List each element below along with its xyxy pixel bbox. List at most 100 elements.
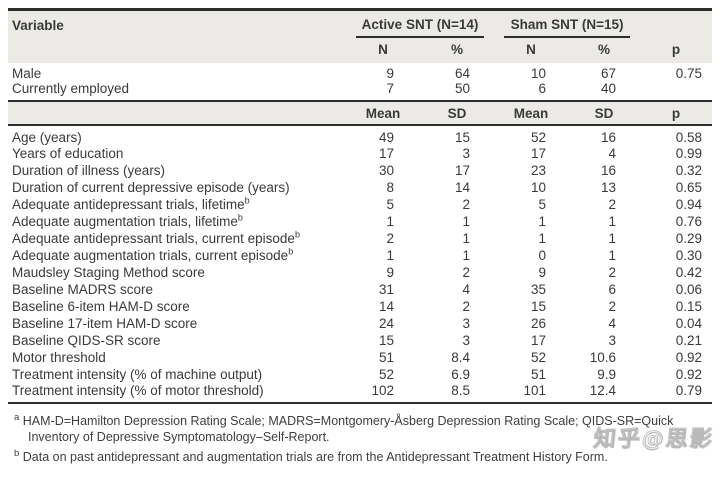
value-cell: 15	[454, 130, 471, 145]
value-cell: 1	[538, 231, 547, 246]
value-cell: 8	[386, 180, 394, 195]
table-row: Baseline 17-item HAM-D score 24 3 26 4 0.04	[8, 315, 712, 332]
value-cell: 13	[600, 180, 617, 195]
p-value-cell: 0.92	[675, 350, 703, 365]
value-cell: 9	[386, 66, 394, 81]
p-value-cell: 0.42	[675, 265, 703, 280]
table-header: Variable Active SNT (N=14) Sham SNT (N=1…	[8, 9, 713, 63]
value-cell: 1	[462, 214, 471, 229]
row-label: Adequate antidepressant trials, current …	[12, 229, 300, 246]
footnote-b-text: Data on past antidepressant and augmenta…	[22, 449, 608, 464]
p-value-cell: 0.79	[675, 383, 703, 398]
value-cell: 26	[530, 316, 547, 331]
p-value-header-2: p	[640, 100, 713, 126]
page: Variable Active SNT (N=14) Sham SNT (N=1…	[8, 8, 716, 465]
table-row: Adequate antidepressant trials, current …	[8, 230, 712, 247]
value-cell: 9.9	[597, 367, 617, 382]
group-header-row: Variable Active SNT (N=14) Sham SNT (N=1…	[8, 9, 713, 38]
value-cell: 4	[608, 146, 617, 161]
p-value-cell: 0.99	[675, 146, 703, 161]
table-row: Male 9 64 10 67 0.75	[8, 63, 712, 81]
value-cell: 3	[462, 146, 471, 161]
row-label: Treatment intensity (% of motor threshol…	[12, 383, 264, 398]
row-label: Treatment intensity (% of machine output…	[12, 367, 263, 382]
value-cell: 16	[600, 130, 617, 145]
p-value-cell: 0.92	[675, 367, 703, 382]
row-label: Adequate augmentation trials, current ep…	[12, 246, 294, 263]
value-cell: 51	[530, 367, 547, 382]
row-label: Baseline 6-item HAM-D score	[12, 299, 190, 314]
table-row: Adequate antidepressant trials, lifetime…	[8, 196, 712, 213]
row-label: Adequate augmentation trials, lifetimeb	[12, 212, 243, 229]
footnote-b-marker: b	[14, 447, 20, 459]
footnote-b: b Data on past antidepressant and augmen…	[14, 448, 714, 465]
value-cell: 101	[523, 383, 547, 398]
row-label: Baseline QIDS-SR score	[12, 333, 161, 348]
value-cell: 6	[608, 282, 617, 297]
footnote-a-marker: a	[14, 412, 20, 423]
p-value-cell: 0.21	[675, 333, 703, 348]
value-cell: 17	[454, 163, 471, 178]
row-label: Duration of illness (years)	[12, 163, 166, 178]
table-row: Age (years) 49 15 52 16 0.58	[8, 125, 712, 145]
value-cell: 67	[600, 66, 617, 81]
value-cell: 1	[608, 214, 617, 229]
p-value-cell: 0.29	[675, 231, 703, 246]
table-row: Baseline MADRS score 31 4 35 6 0.06	[8, 281, 712, 298]
value-cell: 40	[600, 81, 617, 96]
value-cell: 16	[600, 163, 617, 178]
table-row: Years of education 17 3 17 4 0.99	[8, 145, 712, 162]
p-value-cell: 0.06	[675, 282, 703, 297]
footnotes: a HAM-D=Hamilton Depression Rating Scale…	[8, 404, 712, 465]
p-value-cell: 0.32	[675, 163, 703, 178]
p-value-cell: 0.76	[675, 214, 703, 229]
footnote-marker: b	[244, 195, 250, 206]
value-cell: 2	[462, 197, 471, 212]
row-label: Maudsley Staging Method score	[12, 265, 205, 280]
value-cell: 12.4	[589, 383, 617, 398]
mean-subheader-row: Mean SD Mean SD p	[8, 100, 713, 126]
p-value-cell	[640, 81, 712, 101]
value-cell: 1	[538, 214, 547, 229]
p-value-cell: 0.15	[675, 299, 703, 314]
p-value-cell: 0.58	[675, 130, 703, 145]
value-cell: 5	[538, 197, 547, 212]
value-cell: 3	[462, 316, 471, 331]
table-row: Maudsley Staging Method score 9 2 9 2 0.42	[8, 264, 712, 281]
row-label: Age (years)	[12, 130, 82, 145]
p-value-cell: 0.30	[675, 248, 703, 263]
value-cell: 31	[378, 282, 394, 297]
table-row: Treatment intensity (% of motor threshol…	[8, 383, 712, 403]
p-value-cell: 0.75	[675, 66, 703, 81]
sham-pct-header: %	[598, 42, 611, 57]
p-value-cell: 0.65	[675, 180, 703, 195]
value-cell: 1	[386, 248, 394, 263]
active-mean-header: Mean	[346, 100, 420, 126]
value-cell: 6	[538, 81, 547, 96]
p-value-cell: 0.94	[675, 197, 703, 212]
active-pct-header: %	[451, 42, 464, 57]
table-row: Currently employed 7 50 6 40	[8, 81, 712, 101]
row-label: Baseline 17-item HAM-D score	[12, 316, 198, 331]
value-cell: 10.6	[589, 350, 617, 365]
value-cell: 10	[530, 66, 547, 81]
value-cell: 51	[378, 350, 394, 365]
footnote-marker: b	[288, 246, 294, 257]
value-cell: 2	[462, 299, 471, 314]
value-cell: 35	[530, 282, 547, 297]
footnote-marker: b	[237, 212, 243, 223]
demographics-table: Variable Active SNT (N=14) Sham SNT (N=1…	[8, 8, 713, 404]
active-n-header: N	[378, 42, 388, 57]
footnote-a: a HAM-D=Hamilton Depression Rating Scale…	[14, 412, 714, 446]
sham-sd-header: SD	[568, 100, 641, 126]
value-cell: 2	[608, 299, 617, 314]
active-sd-header: SD	[420, 100, 495, 126]
value-cell: 30	[378, 163, 394, 178]
value-cell: 14	[378, 299, 394, 314]
value-cell: 4	[462, 282, 471, 297]
value-cell: 1	[608, 231, 617, 246]
value-cell: 9	[386, 265, 394, 280]
row-label: Duration of current depressive episode (…	[12, 180, 290, 195]
value-cell: 52	[530, 350, 547, 365]
row-label: Years of education	[12, 146, 124, 161]
